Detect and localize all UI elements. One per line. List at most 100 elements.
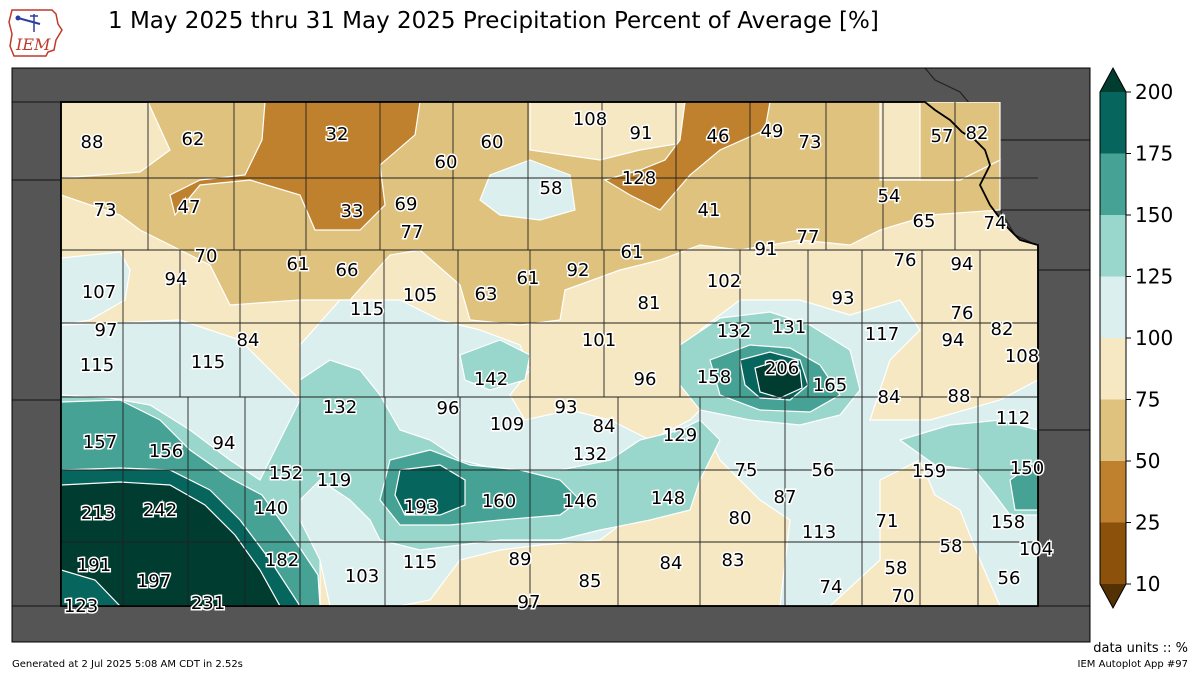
colorbar-segment [1100, 461, 1126, 523]
value-label: 104 [1019, 539, 1053, 560]
value-label: 115 [80, 355, 114, 376]
value-label: 49 [761, 121, 784, 142]
value-label: 115 [191, 352, 225, 373]
value-label: 88 [81, 132, 104, 153]
value-label: 193 [404, 497, 438, 518]
value-label: 65 [913, 211, 936, 232]
value-label: 33 [341, 201, 364, 222]
colorbar-segment [1100, 92, 1126, 154]
value-label: 61 [287, 254, 310, 275]
colorbar-tick-label: 75 [1135, 388, 1160, 412]
value-label: 160 [482, 491, 516, 512]
colorbar-under-arrow [1100, 584, 1126, 608]
value-label: 103 [345, 566, 379, 587]
value-label: 197 [137, 571, 171, 592]
value-label: 242 [143, 500, 177, 521]
value-label: 94 [213, 433, 236, 454]
value-label: 157 [83, 432, 117, 453]
value-label: 77 [797, 227, 820, 248]
data-units-label: data units :: % [1093, 641, 1188, 656]
value-label: 74 [820, 577, 843, 598]
value-label: 94 [165, 269, 188, 290]
value-label: 131 [772, 317, 806, 338]
colorbar-segment [1100, 399, 1126, 461]
colorbar-tick-label: 200 [1135, 80, 1173, 104]
value-label: 107 [82, 282, 116, 303]
value-label: 97 [518, 592, 541, 613]
colorbar: 10 25 50 75 100 125 150 175 200 [1099, 66, 1173, 610]
value-label: 88 [948, 386, 971, 407]
value-label: 102 [707, 271, 741, 292]
value-label: 158 [991, 512, 1025, 533]
value-label: 206 [765, 358, 799, 379]
value-label: 85 [579, 571, 602, 592]
value-label: 62 [182, 129, 205, 150]
colorbar-tick-label: 25 [1135, 511, 1160, 535]
value-label: 77 [401, 222, 424, 243]
value-label: 101 [582, 330, 616, 351]
value-label: 84 [878, 387, 901, 408]
county-boundaries [61, 102, 1038, 606]
value-label: 146 [563, 491, 597, 512]
colorbar-tick-label: 50 [1135, 449, 1160, 473]
colorbar-segment [1100, 522, 1126, 584]
value-label: 191 [77, 555, 111, 576]
value-label: 165 [813, 375, 847, 396]
value-label: 112 [996, 408, 1030, 429]
value-label: 84 [660, 553, 683, 574]
value-label: 76 [894, 250, 917, 271]
colorbar-tick-label: 175 [1135, 142, 1173, 166]
generated-timestamp: Generated at 2 Jul 2025 5:08 AM CDT in 2… [12, 659, 243, 670]
value-label: 152 [269, 463, 303, 484]
value-label: 108 [573, 109, 607, 130]
value-label: 94 [942, 330, 965, 351]
value-label: 115 [350, 299, 384, 320]
value-label: 148 [651, 488, 685, 509]
value-label: 63 [475, 284, 498, 305]
value-label: 76 [951, 303, 974, 324]
value-label: 70 [892, 586, 915, 607]
value-label: 84 [237, 330, 260, 351]
value-label: 32 [326, 124, 349, 145]
value-label: 47 [178, 197, 201, 218]
value-label: 128 [622, 168, 656, 189]
value-label: 91 [755, 239, 778, 260]
value-label: 69 [395, 194, 418, 215]
value-label: 73 [799, 132, 822, 153]
colorbar-over-arrow [1100, 68, 1126, 92]
value-label: 93 [555, 397, 578, 418]
iem-logo: IEM [6, 4, 66, 64]
value-label: 84 [593, 416, 616, 437]
value-label: 132 [717, 321, 751, 342]
value-label: 231 [191, 593, 225, 614]
colorbar-segment [1100, 338, 1126, 400]
value-label: 150 [1010, 458, 1044, 479]
value-label: 158 [697, 367, 731, 388]
svg-text:IEM: IEM [15, 35, 51, 54]
value-label: 70 [195, 246, 218, 267]
value-label: 213 [81, 503, 115, 524]
value-label: 56 [812, 460, 835, 481]
map-title: 1 May 2025 thru 31 May 2025 Precipitatio… [108, 8, 879, 34]
value-label: 96 [634, 369, 657, 390]
value-label: 57 [931, 126, 954, 147]
colorbar-segment [1100, 153, 1126, 215]
value-label: 80 [729, 508, 752, 529]
value-label: 56 [998, 568, 1021, 589]
value-label: 71 [876, 511, 899, 532]
value-label: 92 [567, 260, 590, 281]
value-labels: 88 62 32 108 91 46 49 73 57 82 60 60 73 47 33 69 58 128 41… [62, 108, 1054, 619]
value-label: 156 [149, 441, 183, 462]
value-label: 58 [940, 536, 963, 557]
value-label: 89 [509, 549, 532, 570]
autoplot-app-label: IEM Autoplot App #97 [1077, 659, 1188, 670]
kansas-outline [60, 101, 1039, 607]
value-label: 117 [865, 324, 899, 345]
value-label: 60 [481, 132, 504, 153]
value-label: 58 [885, 558, 908, 579]
value-label: 75 [735, 460, 758, 481]
value-label: 115 [403, 552, 437, 573]
colorbar-tick-label: 125 [1135, 265, 1173, 289]
value-label: 66 [336, 260, 359, 281]
value-label: 142 [474, 369, 508, 390]
